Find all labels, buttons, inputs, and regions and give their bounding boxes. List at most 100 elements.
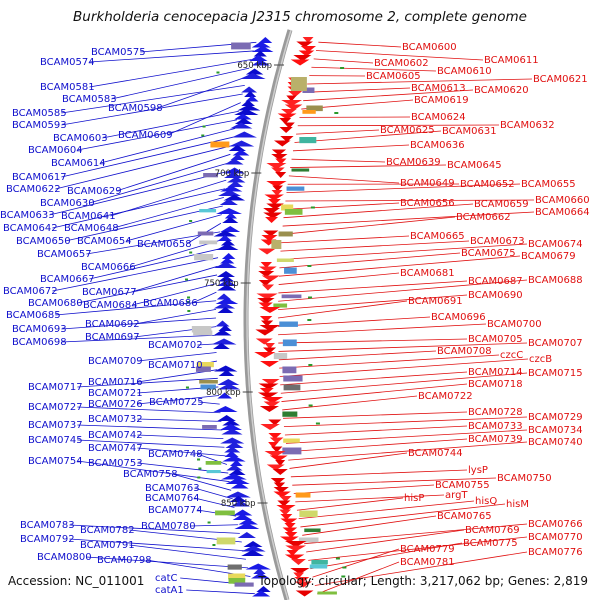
gene-label[interactable]: BCAM0617: [12, 172, 67, 183]
gene-label[interactable]: BCAM0722: [418, 391, 473, 402]
gene-label[interactable]: BCAM0783: [20, 520, 75, 531]
gene-label[interactable]: BCAM0714: [468, 367, 523, 378]
gene-label[interactable]: BCAM0753: [88, 458, 143, 469]
gene-label[interactable]: BCAM0727: [28, 402, 83, 413]
gene-label[interactable]: BCAM0574: [40, 57, 95, 68]
gene-label[interactable]: BCAM0645: [447, 160, 502, 171]
gene-label[interactable]: BCAM0672: [3, 286, 58, 297]
gene-label[interactable]: BCAM0625: [380, 125, 435, 136]
gene-label[interactable]: BCAM0610: [437, 66, 492, 77]
gene-label[interactable]: BCAM0780: [141, 521, 196, 532]
gene-label[interactable]: BCAM0721: [88, 388, 143, 399]
gene-label[interactable]: BCAM0732: [88, 414, 143, 425]
gene-label[interactable]: BCAM0688: [528, 275, 583, 286]
gene-label[interactable]: BCAM0750: [497, 473, 552, 484]
gene-label[interactable]: BCAM0718: [468, 379, 523, 390]
gene-label[interactable]: BCAM0631: [442, 126, 497, 137]
gene-label[interactable]: BCAM0763: [145, 483, 200, 494]
gene-label[interactable]: BCAM0685: [6, 310, 61, 321]
gene-label[interactable]: BCAM0707: [528, 338, 583, 349]
gene-label[interactable]: BCAM0708: [437, 346, 492, 357]
gene-label[interactable]: BCAM0642: [3, 223, 58, 234]
gene-label[interactable]: catA1: [155, 585, 184, 596]
gene-label[interactable]: BCAM0600: [402, 42, 457, 53]
gene-label[interactable]: BCAM0776: [528, 547, 583, 558]
gene-label[interactable]: BCAM0652: [460, 179, 515, 190]
gene-label[interactable]: BCAM0666: [81, 262, 136, 273]
gene-label[interactable]: BCAM0764: [145, 493, 200, 504]
gene-label[interactable]: BCAM0698: [12, 337, 67, 348]
gene-label[interactable]: BCAM0690: [468, 290, 523, 301]
gene-label[interactable]: BCAM0728: [468, 407, 523, 418]
gene-label[interactable]: BCAM0725: [149, 397, 204, 408]
gene-label[interactable]: BCAM0624: [411, 112, 466, 123]
gene-label[interactable]: BCAM0740: [528, 437, 583, 448]
gene-label[interactable]: czcC: [500, 350, 523, 361]
gene-label[interactable]: BCAM0747: [88, 443, 143, 454]
gene-label[interactable]: BCAM0691: [408, 296, 463, 307]
gene-label[interactable]: BCAM0709: [88, 356, 143, 367]
gene-label[interactable]: BCAM0593: [12, 120, 67, 131]
gene-label[interactable]: BCAM0755: [435, 480, 490, 491]
gene-label[interactable]: BCAM0665: [410, 231, 465, 242]
gene-label[interactable]: BCAM0754: [28, 456, 83, 467]
gene-label[interactable]: BCAM0770: [528, 532, 583, 543]
gene-label[interactable]: BCAM0686: [143, 298, 198, 309]
gene-label[interactable]: BCAM0675: [461, 248, 516, 259]
gene-label[interactable]: czcB: [529, 354, 552, 365]
gene-label[interactable]: BCAM0716: [88, 377, 143, 388]
gene-label[interactable]: BCAM0658: [137, 239, 192, 250]
gene-label[interactable]: BCAM0673: [470, 236, 525, 247]
gene-label[interactable]: BCAM0739: [468, 434, 523, 445]
gene-label[interactable]: BCAM0677: [82, 287, 137, 298]
gene-label[interactable]: BCAM0775: [463, 538, 518, 549]
gene-label[interactable]: BCAM0779: [400, 544, 455, 555]
gene-label[interactable]: BCAM0604: [28, 145, 83, 156]
gene-label[interactable]: BCAM0613: [411, 83, 466, 94]
gene-label[interactable]: BCAM0581: [40, 82, 95, 93]
gene-label[interactable]: BCAM0614: [51, 158, 106, 169]
gene-label[interactable]: BCAM0611: [484, 55, 539, 66]
gene-label[interactable]: BCAM0659: [474, 199, 529, 210]
gene-label[interactable]: BCAM0603: [53, 133, 108, 144]
gene-label[interactable]: BCAM0758: [123, 469, 178, 480]
gene-label[interactable]: BCAM0620: [474, 85, 529, 96]
gene-label[interactable]: BCAM0641: [61, 211, 116, 222]
gene-label[interactable]: BCAM0715: [528, 368, 583, 379]
gene-label[interactable]: BCAM0734: [528, 425, 583, 436]
gene-label[interactable]: BCAM0609: [118, 130, 173, 141]
gene-label[interactable]: BCAM0710: [148, 360, 203, 371]
gene-label[interactable]: BCAM0782: [80, 525, 135, 536]
gene-label[interactable]: BCAM0667: [40, 274, 95, 285]
gene-label[interactable]: BCAM0737: [28, 420, 83, 431]
gene-label[interactable]: BCAM0679: [521, 251, 576, 262]
gene-label[interactable]: BCAM0619: [414, 95, 469, 106]
gene-label[interactable]: BCAM0598: [108, 103, 163, 114]
gene-label[interactable]: hisM: [506, 499, 529, 510]
gene-label[interactable]: BCAM0629: [67, 186, 122, 197]
gene-label[interactable]: BCAM0585: [12, 108, 67, 119]
gene-label[interactable]: hisP: [404, 493, 424, 504]
gene-label[interactable]: BCAM0769: [465, 525, 520, 536]
gene-label[interactable]: BCAM0656: [400, 198, 455, 209]
gene-label[interactable]: BCAM0774: [148, 505, 203, 516]
gene-label[interactable]: BCAM0702: [148, 340, 203, 351]
gene-label[interactable]: hisQ: [475, 496, 497, 507]
gene-label[interactable]: BCAM0800: [37, 552, 92, 563]
gene-label[interactable]: BCAM0726: [88, 399, 143, 410]
gene-label[interactable]: BCAM0744: [408, 448, 463, 459]
gene-label[interactable]: BCAM0781: [400, 557, 455, 568]
gene-label[interactable]: BCAM0745: [28, 435, 83, 446]
gene-label[interactable]: BCAM0766: [528, 519, 583, 530]
gene-label[interactable]: BCAM0649: [400, 178, 455, 189]
gene-label[interactable]: BCAM0636: [410, 140, 465, 151]
gene-label[interactable]: BCAM0798: [97, 555, 152, 566]
gene-label[interactable]: BCAM0733: [468, 421, 523, 432]
gene-label[interactable]: argT: [445, 490, 468, 501]
gene-label[interactable]: BCAM0657: [37, 249, 92, 260]
gene-label[interactable]: BCAM0660: [535, 195, 590, 206]
gene-label[interactable]: BCAM0765: [437, 511, 492, 522]
gene-label[interactable]: BCAM0575: [91, 47, 146, 58]
gene-label[interactable]: BCAM0622: [6, 184, 61, 195]
gene-label[interactable]: BCAM0791: [80, 540, 135, 551]
